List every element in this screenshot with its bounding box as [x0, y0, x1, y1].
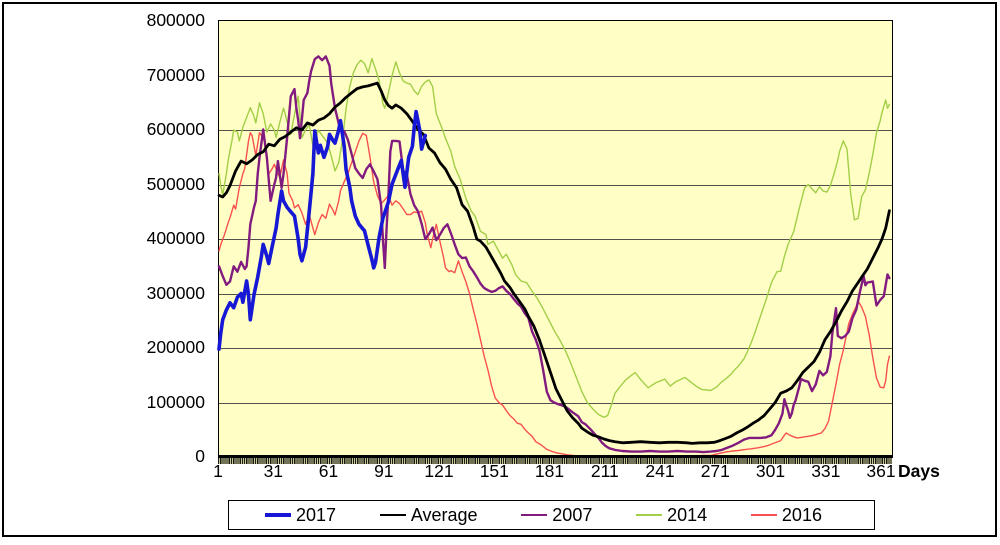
- y-tick-label-800000: 800000: [146, 10, 205, 30]
- gridline-500000: [219, 184, 892, 186]
- legend-item-2014: 2014: [636, 505, 707, 526]
- y-tick-label-300000: 300000: [146, 282, 205, 303]
- legend-label: 2016: [781, 504, 822, 525]
- y-tick-label-600000: 600000: [146, 119, 205, 139]
- plot-area: [217, 20, 893, 458]
- legend: 2017 Average 2007 2014 2016: [228, 500, 875, 530]
- legend-item-2007: 2007: [521, 505, 592, 526]
- x-tick-label-1: 1: [213, 461, 223, 481]
- series-line-Average: [217, 81, 891, 445]
- x-tick-label-121: 121: [424, 461, 454, 481]
- x-tick-label-301: 301: [755, 461, 786, 481]
- legend-label: Average: [410, 504, 478, 525]
- series-plot: [217, 55, 891, 457]
- legend-item-average: Average: [379, 504, 478, 526]
- x-tick-label-151: 151: [479, 461, 509, 481]
- gridline-200000: [219, 348, 892, 349]
- y-tick-label-700000: 700000: [146, 64, 205, 85]
- series-line-2014: [218, 57, 891, 418]
- x-tick-label-241: 241: [645, 461, 675, 481]
- x-tick-label-91: 91: [374, 461, 394, 481]
- series-line-2017: [217, 109, 428, 351]
- series-line-2016: [218, 131, 891, 457]
- x-tick-label-361: 361: [866, 461, 896, 481]
- legend-item-2017: 2017: [265, 505, 336, 526]
- x-tick-label-271: 271: [700, 461, 730, 481]
- gridline-300000: [219, 293, 892, 295]
- legend-swatch-2007: [521, 513, 548, 517]
- y-tick-label-400000: 400000: [146, 228, 205, 248]
- legend-swatch-2017: [265, 513, 291, 517]
- legend-swatch-average: [379, 513, 406, 517]
- legend-label: 2007: [552, 504, 593, 525]
- gridline-700000: [219, 75, 892, 77]
- gridline-600000: [219, 130, 892, 131]
- y-tick-label-0: 0: [195, 446, 205, 466]
- legend-swatch-2016: [750, 514, 777, 516]
- x-axis-line: [219, 455, 892, 458]
- gridline-400000: [219, 239, 892, 240]
- x-tick-label-211: 211: [590, 461, 619, 481]
- x-axis-title: Days: [898, 461, 940, 481]
- y-tick-label-200000: 200000: [146, 337, 205, 357]
- legend-swatch-2014: [636, 514, 663, 516]
- series-line-2007: [217, 55, 891, 454]
- x-tick-label-331: 331: [811, 461, 841, 481]
- y-tick-label-100000: 100000: [146, 391, 205, 412]
- y-tick-label-500000: 500000: [146, 173, 205, 194]
- x-axis-tick-band: [218, 457, 892, 464]
- legend-item-2016: 2016: [750, 504, 822, 526]
- legend-label: 2014: [667, 504, 708, 525]
- x-tick-label-61: 61: [318, 461, 339, 481]
- x-tick-label-181: 181: [534, 461, 565, 481]
- legend-label: 2017: [296, 504, 337, 525]
- x-tick-label-31: 31: [263, 461, 284, 481]
